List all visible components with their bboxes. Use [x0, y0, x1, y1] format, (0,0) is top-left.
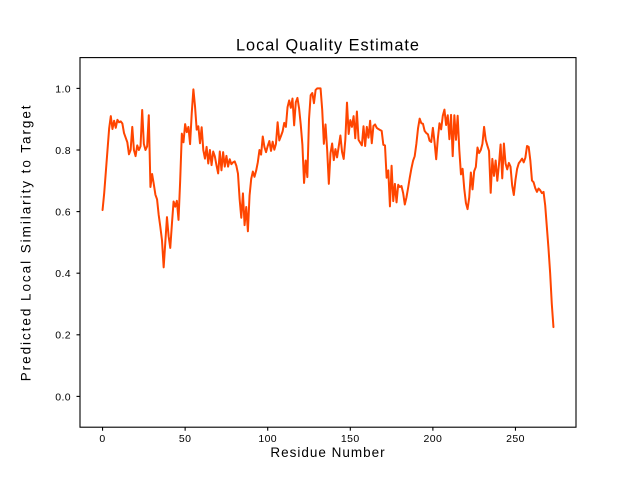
svg-text:Residue Number: Residue Number	[270, 445, 385, 460]
svg-text:200: 200	[424, 433, 443, 445]
svg-text:Predicted Local Similarity to: Predicted Local Similarity to Target	[19, 104, 34, 382]
svg-text:0.0: 0.0	[55, 391, 71, 403]
svg-text:1.0: 1.0	[55, 83, 71, 95]
svg-text:150: 150	[341, 433, 360, 445]
svg-text:100: 100	[258, 433, 277, 445]
svg-text:0.6: 0.6	[55, 207, 71, 219]
svg-text:250: 250	[506, 433, 525, 445]
svg-text:Local Quality Estimate: Local Quality Estimate	[236, 37, 420, 55]
svg-text:0.8: 0.8	[55, 145, 71, 157]
svg-text:0.4: 0.4	[55, 268, 71, 280]
svg-text:0: 0	[99, 433, 105, 445]
svg-text:0.2: 0.2	[55, 330, 71, 342]
svg-text:50: 50	[179, 433, 191, 445]
